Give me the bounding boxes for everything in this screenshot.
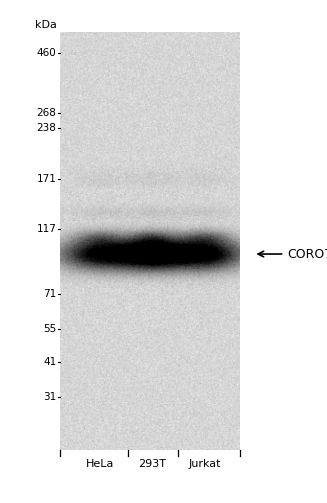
Text: 171: 171 [37, 174, 57, 184]
Text: 31: 31 [43, 392, 57, 402]
Text: CORO7: CORO7 [287, 247, 327, 261]
Text: 71: 71 [43, 289, 57, 299]
Text: 41: 41 [43, 357, 57, 367]
Text: 460: 460 [37, 48, 57, 58]
Text: 55: 55 [43, 324, 57, 334]
Text: 293T: 293T [138, 459, 166, 469]
Text: HeLa: HeLa [86, 459, 114, 469]
Text: Jurkat: Jurkat [188, 459, 221, 469]
Text: kDa: kDa [35, 20, 57, 30]
Text: 268: 268 [37, 108, 57, 118]
Text: 117: 117 [37, 224, 57, 234]
Text: 238: 238 [37, 123, 57, 133]
